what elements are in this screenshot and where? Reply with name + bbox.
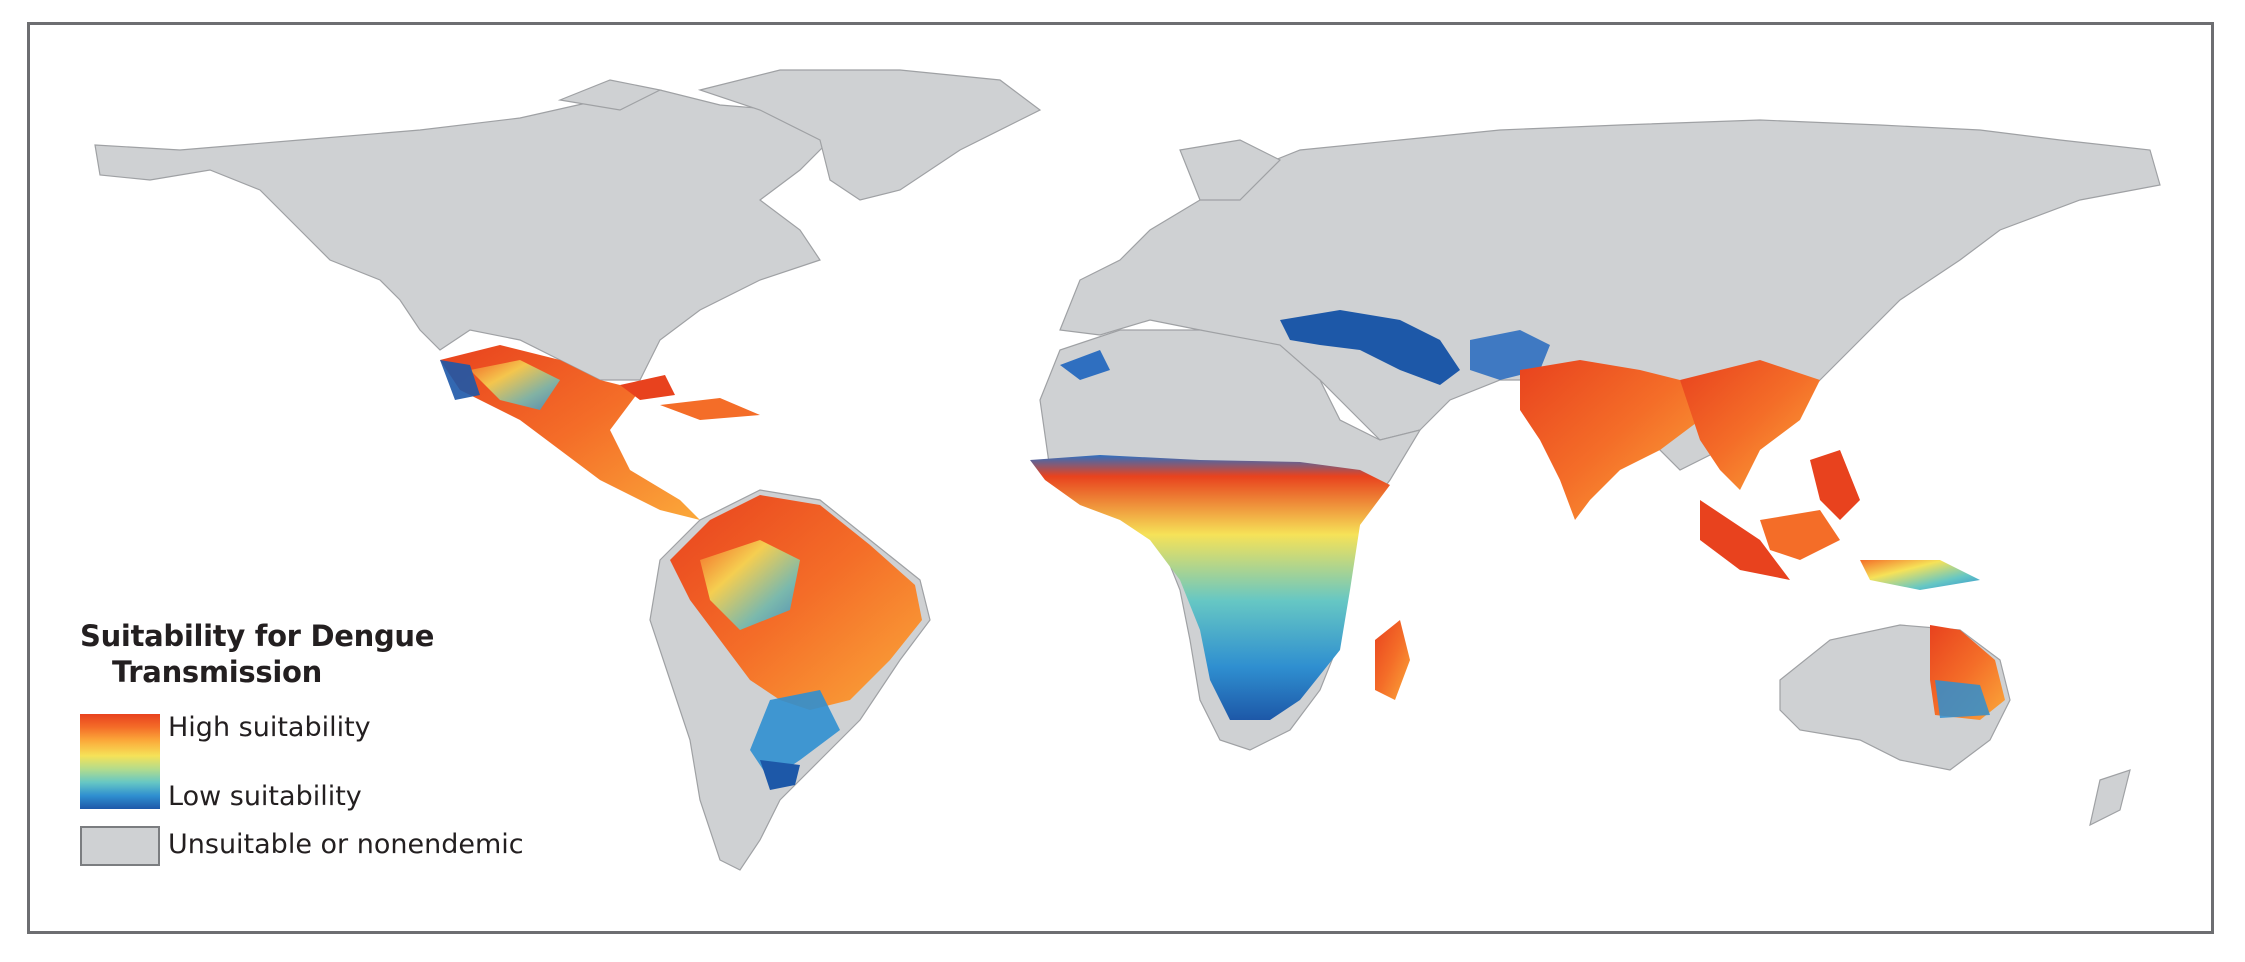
middle-east-suitability [1280, 310, 1460, 385]
north-africa-blue [1060, 350, 1110, 380]
north-america [94, 69, 1042, 381]
high-suitability-label: High suitability [168, 712, 371, 743]
south-asia-blue [1470, 330, 1550, 380]
unsuitable-label: Unsuitable or nonendemic [168, 829, 524, 860]
suitability-color-ramp [80, 714, 160, 809]
legend-title-line2: Transmission [112, 655, 322, 689]
central-america-suitability [440, 345, 760, 520]
legend-title: Suitability for Dengue Transmission [80, 618, 434, 690]
legend-title-line1: Suitability for Dengue [80, 619, 435, 653]
legend: Suitability for Dengue Transmission High… [80, 618, 524, 866]
low-suitability-label: Low suitability [168, 781, 362, 812]
unsuitable-swatch [80, 826, 160, 866]
eurasia [1059, 119, 2161, 471]
australia [1779, 624, 2131, 827]
south-southeast-asia-suitability [1520, 360, 1980, 590]
africa [1030, 329, 1422, 751]
south-america [649, 489, 931, 871]
